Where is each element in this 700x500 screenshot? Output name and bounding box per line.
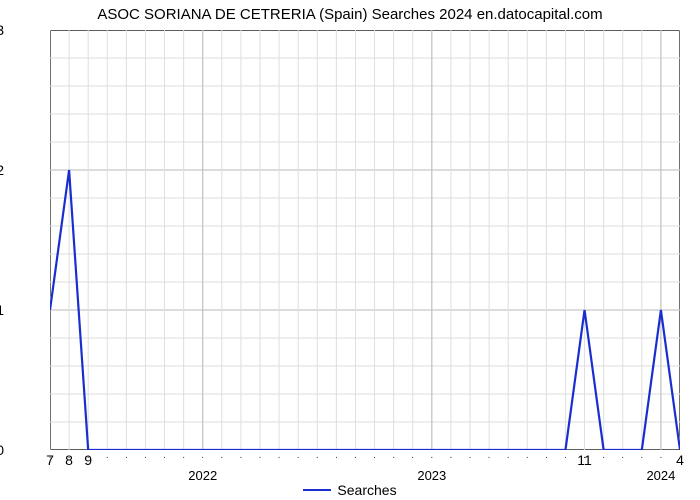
y-tick-label: 2 bbox=[0, 162, 4, 178]
x-minor-tick: · bbox=[430, 452, 433, 463]
x-minor-tick: · bbox=[411, 452, 414, 463]
x-minor-tick: · bbox=[87, 452, 90, 463]
x-minor-tick: · bbox=[67, 452, 70, 463]
chart-title: ASOC SORIANA DE CETRERIA (Spain) Searche… bbox=[0, 6, 700, 23]
x-minor-tick: · bbox=[602, 452, 605, 463]
x-minor-tick: · bbox=[621, 452, 624, 463]
x-minor-tick: · bbox=[564, 452, 567, 463]
x-minor-tick: · bbox=[106, 452, 109, 463]
x-minor-tick: · bbox=[144, 452, 147, 463]
x-minor-tick: · bbox=[277, 452, 280, 463]
x-minor-tick: · bbox=[545, 452, 548, 463]
x-minor-tick: · bbox=[526, 452, 529, 463]
y-tick-label: 3 bbox=[0, 22, 4, 38]
x-minor-tick: · bbox=[373, 452, 376, 463]
x-minor-tick: · bbox=[449, 452, 452, 463]
x-minor-tick: · bbox=[125, 452, 128, 463]
y-tick-label: 0 bbox=[0, 442, 4, 458]
x-minor-tick: · bbox=[487, 452, 490, 463]
x-minor-tick: · bbox=[182, 452, 185, 463]
x-minor-tick: · bbox=[163, 452, 166, 463]
x-minor-tick: · bbox=[48, 452, 51, 463]
x-minor-tick: · bbox=[392, 452, 395, 463]
x-minor-tick: · bbox=[220, 452, 223, 463]
x-minor-tick: · bbox=[659, 452, 662, 463]
x-minor-tick: · bbox=[335, 452, 338, 463]
chart-container: ASOC SORIANA DE CETRERIA (Spain) Searche… bbox=[0, 0, 700, 500]
x-minor-tick: · bbox=[640, 452, 643, 463]
legend-label: Searches bbox=[337, 482, 396, 498]
x-minor-tick: · bbox=[258, 452, 261, 463]
legend-item-searches: Searches bbox=[303, 482, 396, 498]
x-minor-tick: · bbox=[678, 452, 681, 463]
x-minor-tick: · bbox=[201, 452, 204, 463]
line-layer bbox=[50, 30, 680, 450]
legend: Searches bbox=[0, 478, 700, 500]
plot-area bbox=[50, 30, 680, 450]
x-minor-tick: · bbox=[316, 452, 319, 463]
x-minor-tick: · bbox=[239, 452, 242, 463]
legend-swatch bbox=[303, 489, 331, 491]
x-minor-tick: · bbox=[507, 452, 510, 463]
x-minor-tick: · bbox=[468, 452, 471, 463]
x-minor-tick: · bbox=[297, 452, 300, 463]
y-tick-label: 1 bbox=[0, 302, 4, 318]
x-minor-tick: · bbox=[354, 452, 357, 463]
x-minor-tick: · bbox=[583, 452, 586, 463]
